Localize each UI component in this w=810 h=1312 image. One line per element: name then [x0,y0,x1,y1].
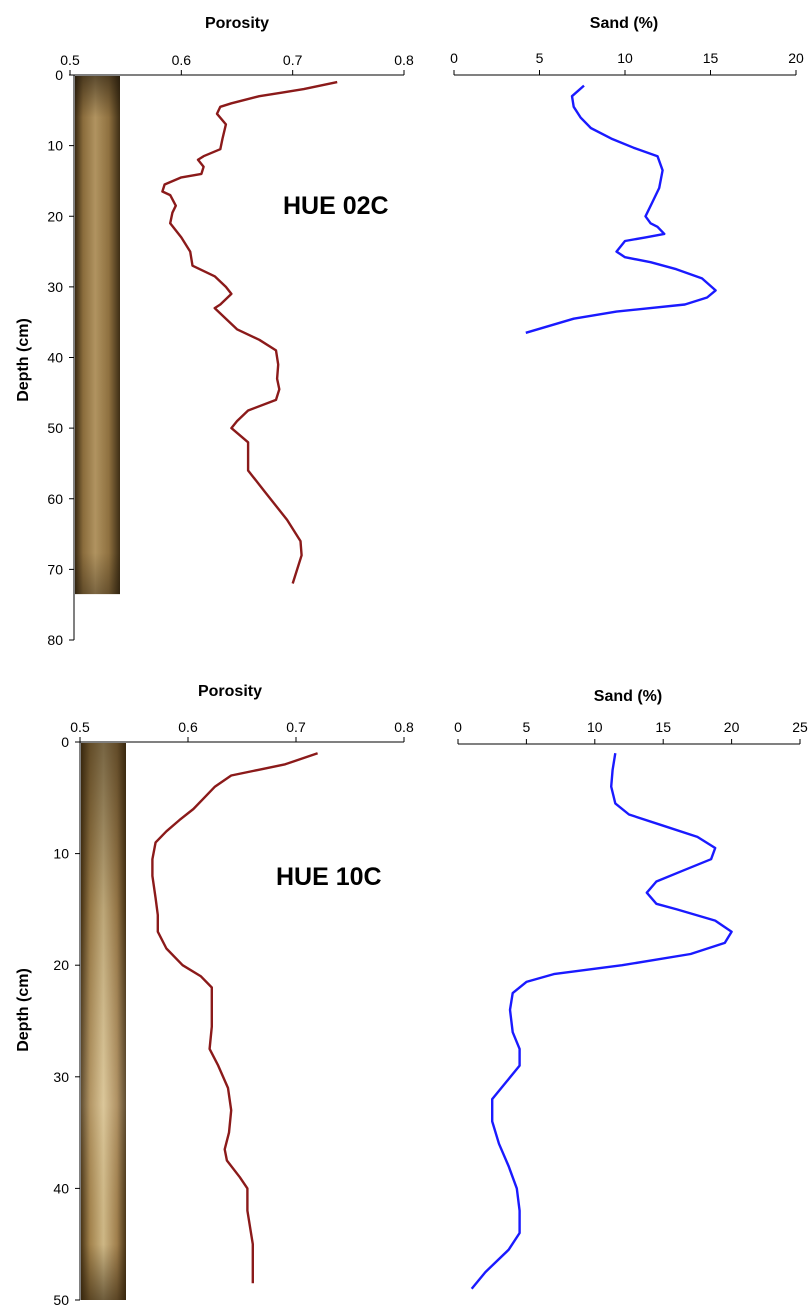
depth-tick-label: 80 [47,632,63,648]
panel-hue-02c: 0.5 0.6 0.7 0.8 0 5 10 15 20 0 10 20 30 40 50 60 70 80 Po… [15,15,804,648]
core-photo [75,76,120,595]
porosity-tick-label: 0.5 [60,52,80,68]
porosity-series-line [151,752,318,1284]
porosity-tick-label: 0.6 [178,719,198,735]
porosity-tick-label: 0.8 [394,719,414,735]
core-photo-shade [81,743,126,1300]
depth-tick-label: 70 [47,561,63,577]
sand-tick-label: 5 [536,50,544,66]
depth-tick-label: 30 [47,279,63,295]
sand-series-line [470,753,733,1290]
panel-hue-10c: 0.5 0.6 0.7 0.8 0 5 10 15 20 25 0 10 20 30 40 50 Porosi… [15,683,808,1308]
depth-tick-label: 10 [47,138,63,154]
porosity-tick-label: 0.7 [286,719,306,735]
sand-axis-title: Sand (%) [594,688,662,705]
depth-tick-label: 20 [47,208,63,224]
sand-tick-label: 15 [655,719,671,735]
porosity-tick-label: 0.6 [172,52,192,68]
core-photo-shade [75,76,120,595]
porosity-tick-label: 0.7 [283,52,303,68]
depth-axis-title: Depth (cm) [15,968,32,1052]
porosity-axis-title: Porosity [205,15,269,32]
sand-tick-label: 20 [724,719,740,735]
depth-axis-title: Depth (cm) [15,318,32,402]
sand-tick-label: 20 [788,50,804,66]
core-photo [81,743,126,1300]
axes: 0.5 0.6 0.7 0.8 0 5 10 15 20 25 0 10 20 30 40 50 [53,719,808,1308]
porosity-tick-label: 0.5 [70,719,90,735]
depth-tick-label: 40 [47,350,63,366]
sand-tick-label: 0 [450,50,458,66]
porosity-axis-title: Porosity [198,683,262,700]
axes: 0.5 0.6 0.7 0.8 0 5 10 15 20 0 10 20 30 40 50 60 70 80 [47,50,804,648]
core-label: HUE 02C [283,192,389,220]
sand-tick-label: 25 [792,719,808,735]
porosity-tick-label: 0.8 [394,52,414,68]
core-label: HUE 10C [276,863,382,891]
sand-tick-label: 15 [703,50,719,66]
porosity-series-line [161,80,338,584]
depth-tick-label: 40 [53,1180,69,1196]
sand-tick-label: 10 [617,50,633,66]
sand-tick-label: 0 [454,719,462,735]
depth-tick-label: 10 [53,846,69,862]
sand-axis-title: Sand (%) [590,15,658,32]
depth-tick-label: 20 [53,957,69,973]
depth-tick-label: 0 [55,67,63,83]
depth-tick-label: 60 [47,491,63,507]
sand-tick-label: 5 [523,719,531,735]
depth-tick-label: 50 [53,1292,69,1308]
depth-tick-label: 0 [61,734,69,750]
depth-tick-label: 50 [47,420,63,436]
sand-series-line [525,84,717,334]
depth-tick-label: 30 [53,1069,69,1085]
sand-tick-label: 10 [587,719,603,735]
